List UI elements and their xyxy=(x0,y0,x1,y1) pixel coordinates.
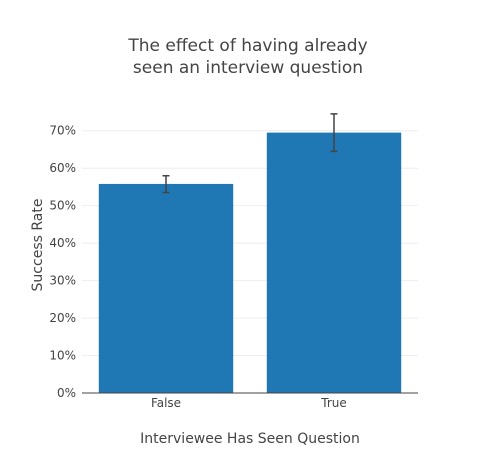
error-bar-true xyxy=(330,113,338,153)
x-tick-label: False xyxy=(151,396,181,410)
bar-false xyxy=(98,183,234,393)
x-tick-label: True xyxy=(320,396,347,410)
y-tick-label: 0% xyxy=(57,386,76,400)
chart-title-line-1: The effect of having already xyxy=(127,36,367,56)
y-tick-label: 50% xyxy=(49,199,76,213)
y-axis-title: Success Rate xyxy=(30,199,46,292)
y-tick-label: 20% xyxy=(49,311,76,325)
y-tick-label: 60% xyxy=(49,161,76,175)
axes: 0% 10% 20% 30% 40% 50% 60% 70% False True xyxy=(49,124,418,410)
y-tick-label: 40% xyxy=(49,236,76,250)
error-bars xyxy=(162,113,338,194)
y-tick-label: 70% xyxy=(49,124,76,138)
error-bar-false xyxy=(162,174,170,194)
chart-title-line-2: seen an interview question xyxy=(133,58,363,78)
y-tick-label: 10% xyxy=(49,349,76,363)
x-axis-title: Interviewee Has Seen Question xyxy=(140,431,360,447)
bar-true xyxy=(266,132,402,393)
y-tick-label: 30% xyxy=(49,274,76,288)
bars xyxy=(98,132,402,393)
